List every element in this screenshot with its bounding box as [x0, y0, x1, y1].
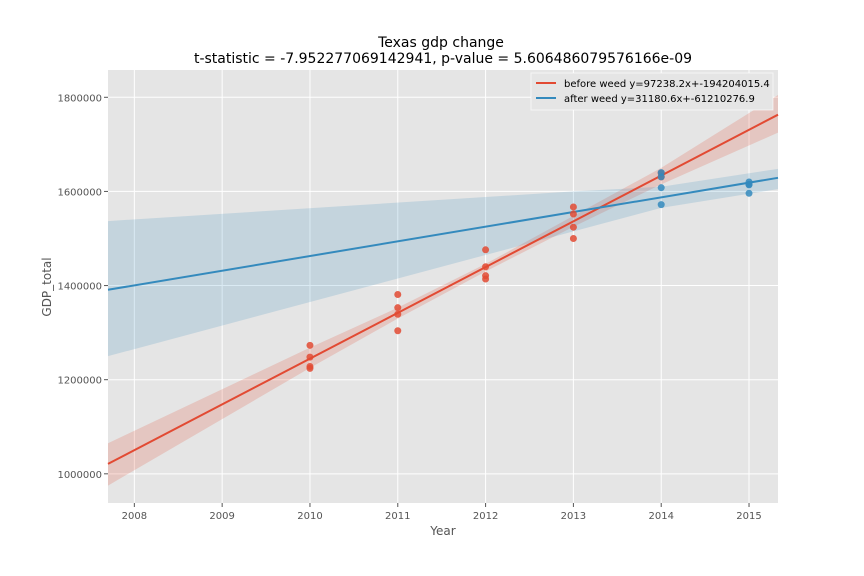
- data-point: [569, 223, 577, 231]
- data-point: [482, 246, 490, 254]
- x-tick-label: 2011: [385, 511, 410, 522]
- x-tick-label: 2009: [209, 511, 234, 522]
- y-axis-label: GDP_total: [40, 257, 54, 316]
- data-point: [482, 263, 490, 271]
- data-point: [569, 234, 577, 242]
- y-tick-label: 1600000: [57, 187, 102, 198]
- data-point: [306, 341, 314, 349]
- x-tick-label: 2013: [561, 511, 586, 522]
- data-point: [569, 203, 577, 211]
- regression-line-0: [107, 113, 779, 465]
- y-tick-label: 1400000: [57, 282, 102, 293]
- data-point: [394, 310, 402, 318]
- chart-subtitle: t-statistic = -7.952277069142941, p-valu…: [194, 51, 692, 67]
- data-point: [306, 353, 314, 361]
- data-point: [482, 275, 490, 283]
- legend-label-before: before weed y=97238.2x+-194204015.4: [564, 79, 770, 90]
- data-point: [569, 210, 577, 218]
- data-point: [657, 173, 665, 181]
- legend: before weed y=97238.2x+-194204015.4 afte…: [530, 72, 774, 111]
- grid-lines: [108, 70, 778, 503]
- y-tick-label: 1800000: [57, 93, 102, 104]
- data-point: [306, 364, 314, 372]
- x-axis-label: Year: [429, 524, 455, 538]
- legend-label-after: after weed y=31180.6x+-61210276.9: [564, 94, 755, 105]
- data-point: [394, 327, 402, 335]
- data-point: [745, 181, 753, 189]
- plot-area: [108, 70, 778, 503]
- confidence-band-1: [108, 168, 778, 357]
- data-points: [306, 169, 753, 372]
- x-tick-label: 2010: [297, 511, 322, 522]
- y-tick-label: 1000000: [57, 470, 102, 481]
- x-tick-label: 2008: [122, 511, 147, 522]
- x-tick-label: 2012: [473, 511, 498, 522]
- x-tick-label: 2014: [648, 511, 673, 522]
- regression-line-1: [107, 176, 779, 291]
- data-point: [394, 304, 402, 312]
- data-point: [394, 291, 402, 299]
- y-tick-labels: 1000000 1200000 1400000 1600000 1800000: [57, 93, 108, 481]
- data-point: [657, 184, 665, 192]
- legend-box: [530, 72, 774, 111]
- data-point: [657, 201, 665, 209]
- regression-lines: [107, 113, 779, 465]
- x-tick-label: 2015: [736, 511, 761, 522]
- chart-title: Texas gdp change: [377, 35, 504, 51]
- x-tick-labels: 2008 2009 2010 2011 2012 2013 2014 2015: [122, 503, 762, 522]
- data-point: [745, 189, 753, 197]
- y-tick-label: 1200000: [57, 376, 102, 387]
